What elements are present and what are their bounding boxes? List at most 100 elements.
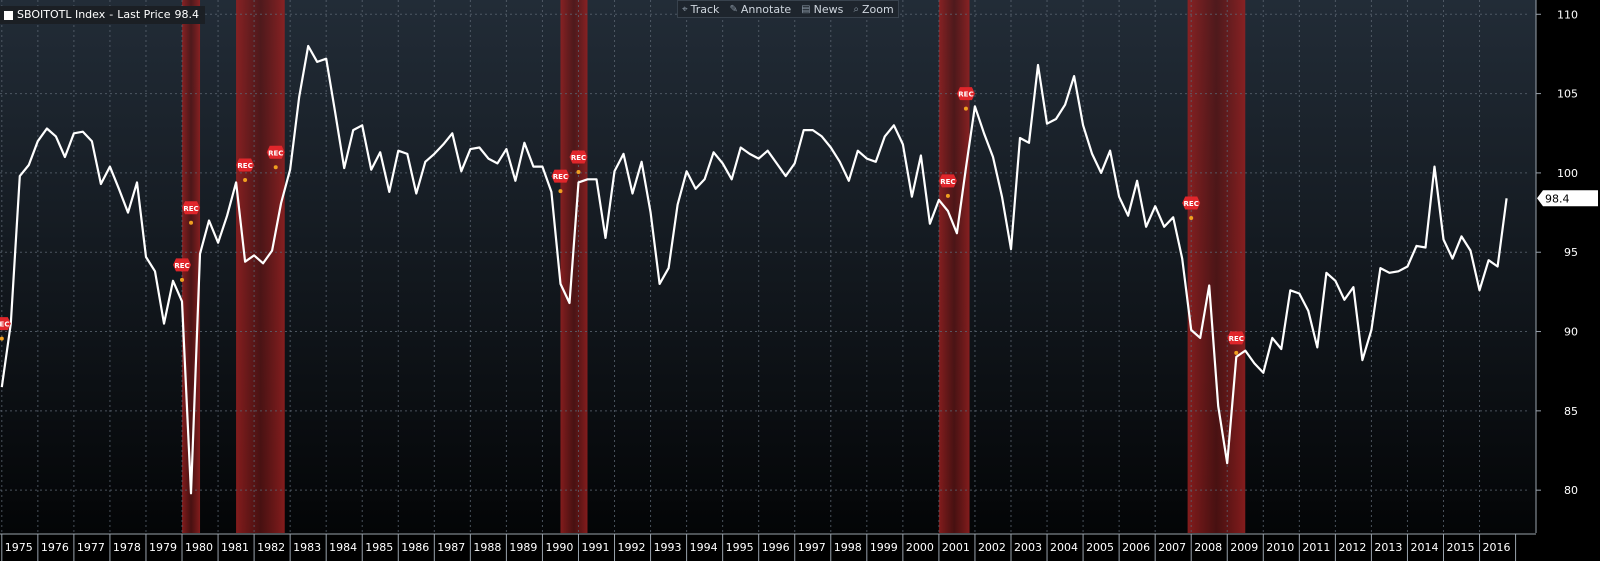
pencil-icon: ✎ bbox=[729, 3, 738, 15]
x-tick-label: 1976 bbox=[41, 541, 69, 554]
rec-marker[interactable]: REC bbox=[266, 145, 285, 170]
x-tick-label: 1993 bbox=[654, 541, 682, 554]
chart-legend[interactable]: SBOITOTL Index - Last Price 98.4 bbox=[0, 6, 205, 24]
x-tick-label: 1999 bbox=[870, 541, 898, 554]
news-button[interactable]: ▤ News bbox=[801, 3, 843, 16]
x-tick-label: 2003 bbox=[1014, 541, 1042, 554]
rec-marker-flag bbox=[182, 201, 201, 215]
zoom-label: Zoom bbox=[861, 2, 894, 16]
y-tick-label: 95 bbox=[1564, 246, 1578, 259]
x-tick-label: 2012 bbox=[1338, 541, 1366, 554]
track-button[interactable]: ⌖ Track bbox=[682, 3, 719, 16]
rec-marker-label: REC bbox=[1229, 335, 1244, 343]
rec-marker[interactable]: REC bbox=[551, 169, 570, 194]
rec-marker[interactable]: REC bbox=[1182, 196, 1201, 221]
x-tick-label: 1981 bbox=[221, 541, 249, 554]
rec-marker-label: REC bbox=[1184, 200, 1199, 208]
rec-marker-label: REC bbox=[571, 154, 586, 162]
rec-marker-flag bbox=[236, 158, 255, 172]
rec-marker[interactable]: REC bbox=[569, 150, 588, 175]
x-tick-label: 2007 bbox=[1158, 541, 1186, 554]
annotate-label: Annotate bbox=[740, 2, 792, 16]
annotate-button[interactable]: ✎ Annotate bbox=[729, 3, 791, 16]
rec-marker-flag bbox=[938, 174, 957, 188]
rec-marker-label: REC bbox=[553, 173, 568, 181]
x-tick-label: 1998 bbox=[834, 541, 862, 554]
zoom-button[interactable]: ⌕ Zoom bbox=[853, 3, 893, 16]
x-tick-label: 1990 bbox=[545, 541, 573, 554]
legend-label: Last Price bbox=[117, 8, 171, 21]
rec-marker[interactable]: REC bbox=[173, 258, 192, 282]
chart-toolbar: ⌖ Track ✎ Annotate ▤ News ⌕ Zoom bbox=[677, 0, 899, 18]
rec-marker-label: REC bbox=[268, 149, 283, 157]
rec-marker-flag bbox=[266, 145, 285, 159]
rec-marker-label: REC bbox=[0, 321, 9, 329]
rec-marker[interactable]: REC bbox=[0, 317, 11, 341]
x-tick-label: 1992 bbox=[618, 541, 646, 554]
x-tick-label: 1980 bbox=[185, 541, 213, 554]
x-tick-label: 1995 bbox=[726, 541, 754, 554]
recession-band bbox=[1187, 0, 1246, 533]
rec-marker-flag bbox=[569, 150, 588, 164]
grid-lines bbox=[0, 0, 1530, 533]
y-tick-label: 105 bbox=[1557, 88, 1578, 101]
rec-marker-flag bbox=[173, 258, 192, 272]
crosshair-icon: ⌖ bbox=[682, 3, 688, 15]
rec-marker-dot bbox=[0, 336, 4, 341]
rec-marker[interactable]: REC bbox=[182, 201, 201, 225]
x-tick-label: 1979 bbox=[149, 541, 177, 554]
x-tick-label: 2002 bbox=[978, 541, 1006, 554]
x-tick-label: 2014 bbox=[1410, 541, 1438, 554]
legend-ticker: SBOITOTL Index bbox=[17, 8, 106, 21]
price-series bbox=[0, 44, 1508, 495]
rec-marker[interactable]: REC bbox=[236, 158, 255, 182]
rec-marker-dot bbox=[243, 177, 248, 182]
x-tick-label: 1989 bbox=[509, 541, 537, 554]
rec-marker-flag bbox=[1182, 196, 1201, 210]
rec-marker-label: REC bbox=[174, 262, 189, 270]
x-tick-label: 1978 bbox=[113, 541, 141, 554]
rec-marker[interactable]: REC bbox=[956, 87, 975, 111]
x-tick-label: 1988 bbox=[473, 541, 501, 554]
x-tick-label: 1986 bbox=[401, 541, 429, 554]
rec-marker-dot bbox=[558, 189, 563, 194]
y-tick-label: 90 bbox=[1564, 326, 1578, 339]
x-tick-label: 1975 bbox=[5, 541, 33, 554]
rec-marker-dot bbox=[180, 277, 185, 282]
y-tick-label: 85 bbox=[1564, 405, 1578, 418]
last-price-tag bbox=[1537, 190, 1598, 207]
rec-marker[interactable]: REC bbox=[1227, 331, 1246, 355]
recession-band bbox=[560, 0, 588, 533]
y-tick-label: 80 bbox=[1564, 484, 1578, 497]
rec-marker-dot bbox=[273, 165, 278, 170]
x-tick-label: 1994 bbox=[690, 541, 718, 554]
recession-band bbox=[938, 0, 970, 533]
y-axis-panel bbox=[1536, 0, 1600, 533]
x-axis: 1975 1976 1977 1978 1979 1980 1981 1982 1983 1984… bbox=[0, 533, 1600, 561]
recession-markers: REC REC REC REC REC REC REC REC REC REC REC bbox=[0, 87, 1246, 355]
y-axis: 80 85 90 95 100 105 110 98.4 bbox=[1535, 0, 1600, 533]
x-tick-label: 1982 bbox=[257, 541, 285, 554]
rec-marker-dot bbox=[576, 170, 581, 175]
x-tick-label: 1983 bbox=[293, 541, 321, 554]
x-tick-label: 1985 bbox=[365, 541, 393, 554]
track-label: Track bbox=[690, 2, 720, 16]
news-icon: ▤ bbox=[801, 3, 811, 15]
rec-marker-label: REC bbox=[237, 162, 252, 170]
news-label: News bbox=[813, 2, 844, 16]
price-line bbox=[0, 44, 1508, 495]
rec-marker-label: REC bbox=[958, 91, 973, 99]
rec-marker[interactable]: REC bbox=[938, 174, 957, 198]
magnifier-icon: ⌕ bbox=[853, 3, 859, 15]
rec-marker-dot bbox=[963, 106, 968, 111]
x-tick-label: 2008 bbox=[1194, 541, 1222, 554]
rec-marker-dot bbox=[1189, 216, 1194, 221]
x-tick-label: 2016 bbox=[1483, 541, 1511, 554]
x-tick-label: 2004 bbox=[1050, 541, 1078, 554]
rec-marker-label: REC bbox=[940, 178, 955, 186]
x-tick-label: 1991 bbox=[581, 541, 609, 554]
x-tick-label: 1996 bbox=[762, 541, 790, 554]
x-tick-label: 1987 bbox=[437, 541, 465, 554]
x-tick-label: 2011 bbox=[1302, 541, 1330, 554]
